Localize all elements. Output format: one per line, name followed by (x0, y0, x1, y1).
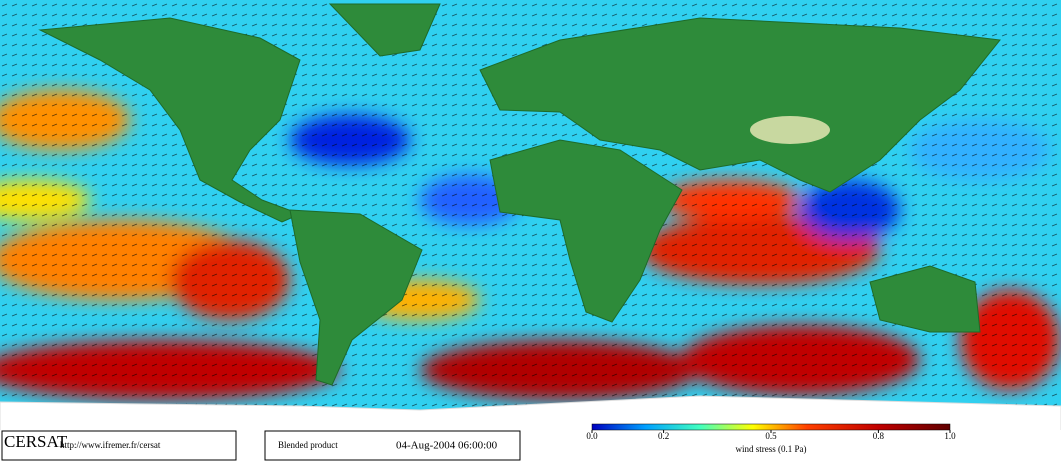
colorbar-tick-label: 0.2 (658, 431, 669, 441)
colorbar (591, 423, 951, 431)
source-box (1, 430, 237, 461)
timestamp: 04-Aug-2004 06:00:00 (396, 440, 498, 452)
land (0, 3, 1061, 433)
product: Blended product (278, 440, 338, 450)
eurasia (479, 17, 1001, 193)
australia (869, 265, 981, 333)
colorbar-tick-label: 0.8 (873, 431, 885, 441)
africa (489, 139, 683, 323)
greenland (328, 3, 441, 57)
logo: CERSAT (4, 432, 68, 451)
url: http://www.ifremer.fr/cersat (60, 440, 161, 450)
colorbar-ticks: 0.0 0.2 0.5 0.8 1.0 (586, 430, 956, 441)
tibet (750, 116, 830, 144)
colorbar-label: wind stress (0.1 Pa) (736, 444, 807, 454)
colorbar-tick-label: 0.0 (586, 431, 598, 441)
north-america (38, 17, 302, 223)
product-box (264, 430, 521, 461)
south-america (289, 209, 423, 386)
colorbar-tick-label: 0.5 (765, 431, 777, 441)
colorbar-tick-label: 1.0 (944, 431, 956, 441)
